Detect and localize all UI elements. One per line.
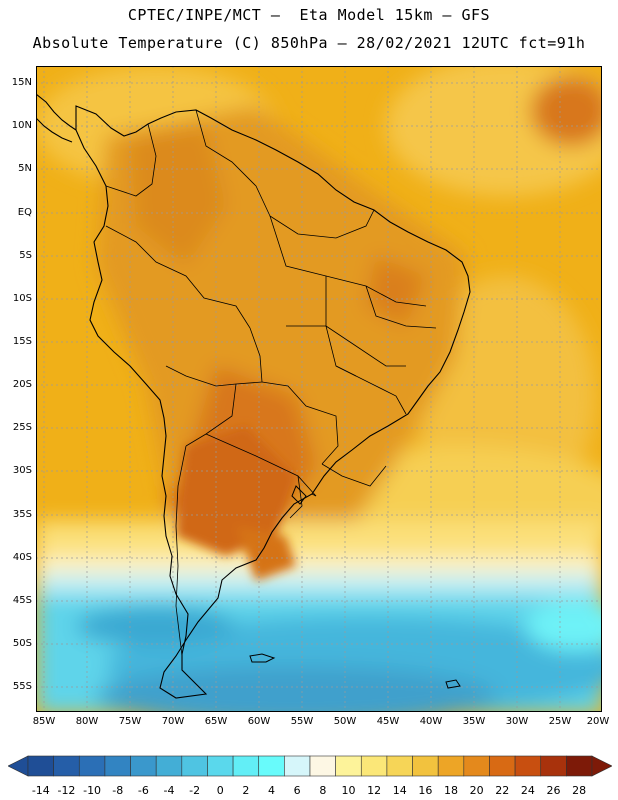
lon-label: 80W [75,716,99,727]
colorbar-label: 0 [216,784,224,797]
colorbar-label: 18 [444,784,458,797]
colorbar-label: 20 [469,784,484,797]
colorbar-label: 8 [319,784,327,797]
lat-label: 10N [11,120,32,131]
lat-label: 40S [12,552,32,563]
lon-label: 70W [161,716,185,727]
colorbar-label: -6 [137,784,149,797]
colorbar-cell [78,755,106,777]
lat-label: 15S [12,336,32,347]
colorbar-cell [437,755,465,777]
colorbar [8,755,612,777]
colorbar-label: 28 [572,784,587,797]
lat-label: 45S [12,595,32,606]
country-borders [105,109,437,657]
colorbar-cell [130,755,157,777]
lat-label: 25S [12,422,32,433]
colorbar-cell [181,755,208,777]
colorbar-cell [309,755,336,777]
lon-label: 30W [505,716,529,727]
colorbar-label: 2 [242,784,250,797]
header-line-2: Absolute Temperature (C) 850hPa — 28/02/… [32,34,586,52]
colorbar-cell [514,755,542,777]
colorbar-label: -8 [112,784,124,797]
lat-label: 35S [12,509,32,520]
colorbar-cell [104,755,131,777]
lon-label: 35W [462,716,486,727]
colorbar-cell [155,755,183,777]
lon-label: 85W [32,716,56,727]
colorbar-cell [53,755,80,777]
colorbar-cell [566,755,593,777]
graticule [36,66,602,712]
colorbar-label: 14 [392,784,407,797]
colorbar-label: 10 [341,784,356,797]
colorbar-cell [386,755,413,777]
lon-label: 75W [118,716,142,727]
colorbar-label: 16 [418,784,433,797]
lat-label: 30S [12,465,32,476]
lon-label: 60W [247,716,271,727]
lat-label: EQ [17,207,32,218]
lat-label: 10S [12,293,32,304]
colorbar-cell [360,755,388,777]
coastline-south-america [75,105,471,699]
colorbar-label: 22 [495,784,510,797]
map-panel [36,66,602,712]
colorbar-label: 24 [520,784,535,797]
colorbar-cell [335,755,362,777]
colorbar-label: -12 [57,784,76,797]
lon-label: 55W [290,716,314,727]
colorbar-label: -2 [189,784,201,797]
coastline-central-america [36,93,77,143]
colorbar-label: 12 [367,784,382,797]
lat-label: 5S [19,250,32,261]
lon-label: 25W [548,716,572,727]
lon-label: 50W [333,716,357,727]
colorbar-cell [463,755,490,777]
colorbar-cell [258,755,285,777]
colorbar-label: -14 [31,784,50,797]
colorbar-label: -4 [163,784,175,797]
colorbar-cell [232,755,260,777]
header-line-1: CPTEC/INPE/MCT — Eta Model 15km — GFS [127,6,491,24]
colorbar-label: 26 [546,784,561,797]
colorbar-cells [8,755,612,777]
colorbar-max-arrow [591,755,612,777]
colorbar-cell [207,755,234,777]
colorbar-cell [27,755,54,777]
lon-label: 40W [419,716,443,727]
colorbar-cell [489,755,516,777]
colorbar-min-arrow [8,755,29,777]
colorbar-cell [540,755,567,777]
lon-label: 20W [586,716,610,727]
colorbar-cell [284,755,311,777]
lon-label: 45W [376,716,400,727]
islands [249,485,461,689]
colorbar-cell [412,755,439,777]
temperature-map [36,66,602,712]
lat-label: 5N [18,163,32,174]
lat-label: 55S [12,681,32,692]
colorbar-label: 4 [268,784,276,797]
colorbar-label: 6 [293,784,301,797]
lon-label: 65W [204,716,228,727]
colorbar-label: -10 [83,784,102,797]
lat-label: 50S [12,638,32,649]
lat-label: 20S [12,379,32,390]
warm-core [176,426,296,581]
lat-label: 15N [11,77,32,88]
